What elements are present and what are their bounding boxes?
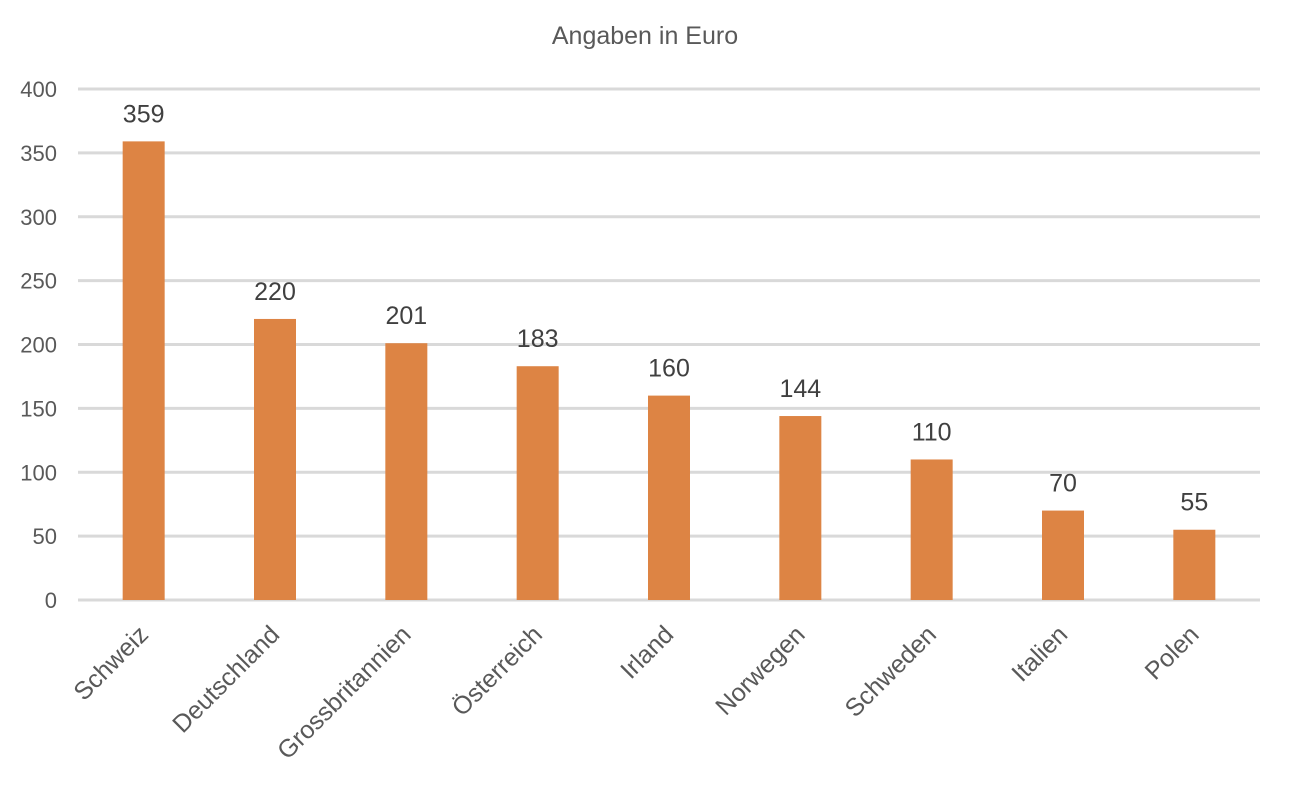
bar bbox=[516, 366, 559, 600]
bar bbox=[910, 459, 953, 600]
y-tick-label: 300 bbox=[20, 205, 57, 230]
x-category-label: Norwegen bbox=[710, 620, 810, 720]
y-tick-label: 50 bbox=[33, 524, 57, 549]
y-tick-label: 0 bbox=[45, 588, 57, 613]
bar bbox=[1042, 510, 1084, 600]
y-tick-label: 250 bbox=[20, 269, 57, 294]
bar bbox=[254, 318, 296, 600]
bar bbox=[779, 416, 822, 600]
x-category-label: Österreich bbox=[447, 620, 548, 721]
x-category-label: Schweiz bbox=[68, 620, 154, 706]
data-label: 70 bbox=[1049, 470, 1077, 498]
data-label: 160 bbox=[648, 355, 690, 383]
data-label: 55 bbox=[1180, 489, 1208, 517]
data-label: 220 bbox=[254, 278, 296, 306]
bar bbox=[1173, 529, 1216, 600]
bar bbox=[648, 395, 690, 600]
x-category-label: Schweden bbox=[840, 620, 942, 722]
bar bbox=[122, 141, 165, 600]
y-tick-label: 100 bbox=[20, 460, 57, 485]
data-label: 110 bbox=[912, 418, 952, 446]
x-category-label: Polen bbox=[1140, 620, 1205, 685]
data-labels: 359 220 201 183 160 144 110 70 55 bbox=[123, 100, 1208, 516]
y-tick-label: 150 bbox=[20, 396, 57, 421]
y-tick-label: 400 bbox=[20, 77, 57, 102]
bars bbox=[122, 141, 1216, 600]
x-category-label: Italien bbox=[1006, 620, 1073, 687]
y-axis-tick-labels: 0 50 100 150 200 250 300 350 400 bbox=[20, 77, 57, 613]
chart-title: Angaben in Euro bbox=[552, 22, 738, 50]
x-category-label: Irland bbox=[615, 620, 679, 684]
bar bbox=[385, 343, 428, 600]
data-label: 144 bbox=[779, 375, 821, 403]
x-category-label: Deutschland bbox=[167, 620, 285, 738]
data-label: 201 bbox=[385, 302, 427, 330]
data-label: 359 bbox=[123, 100, 165, 128]
data-label: 183 bbox=[517, 325, 559, 353]
x-category-label: Grossbritannien bbox=[272, 620, 417, 765]
y-tick-label: 350 bbox=[20, 141, 57, 166]
y-tick-label: 200 bbox=[20, 333, 57, 358]
